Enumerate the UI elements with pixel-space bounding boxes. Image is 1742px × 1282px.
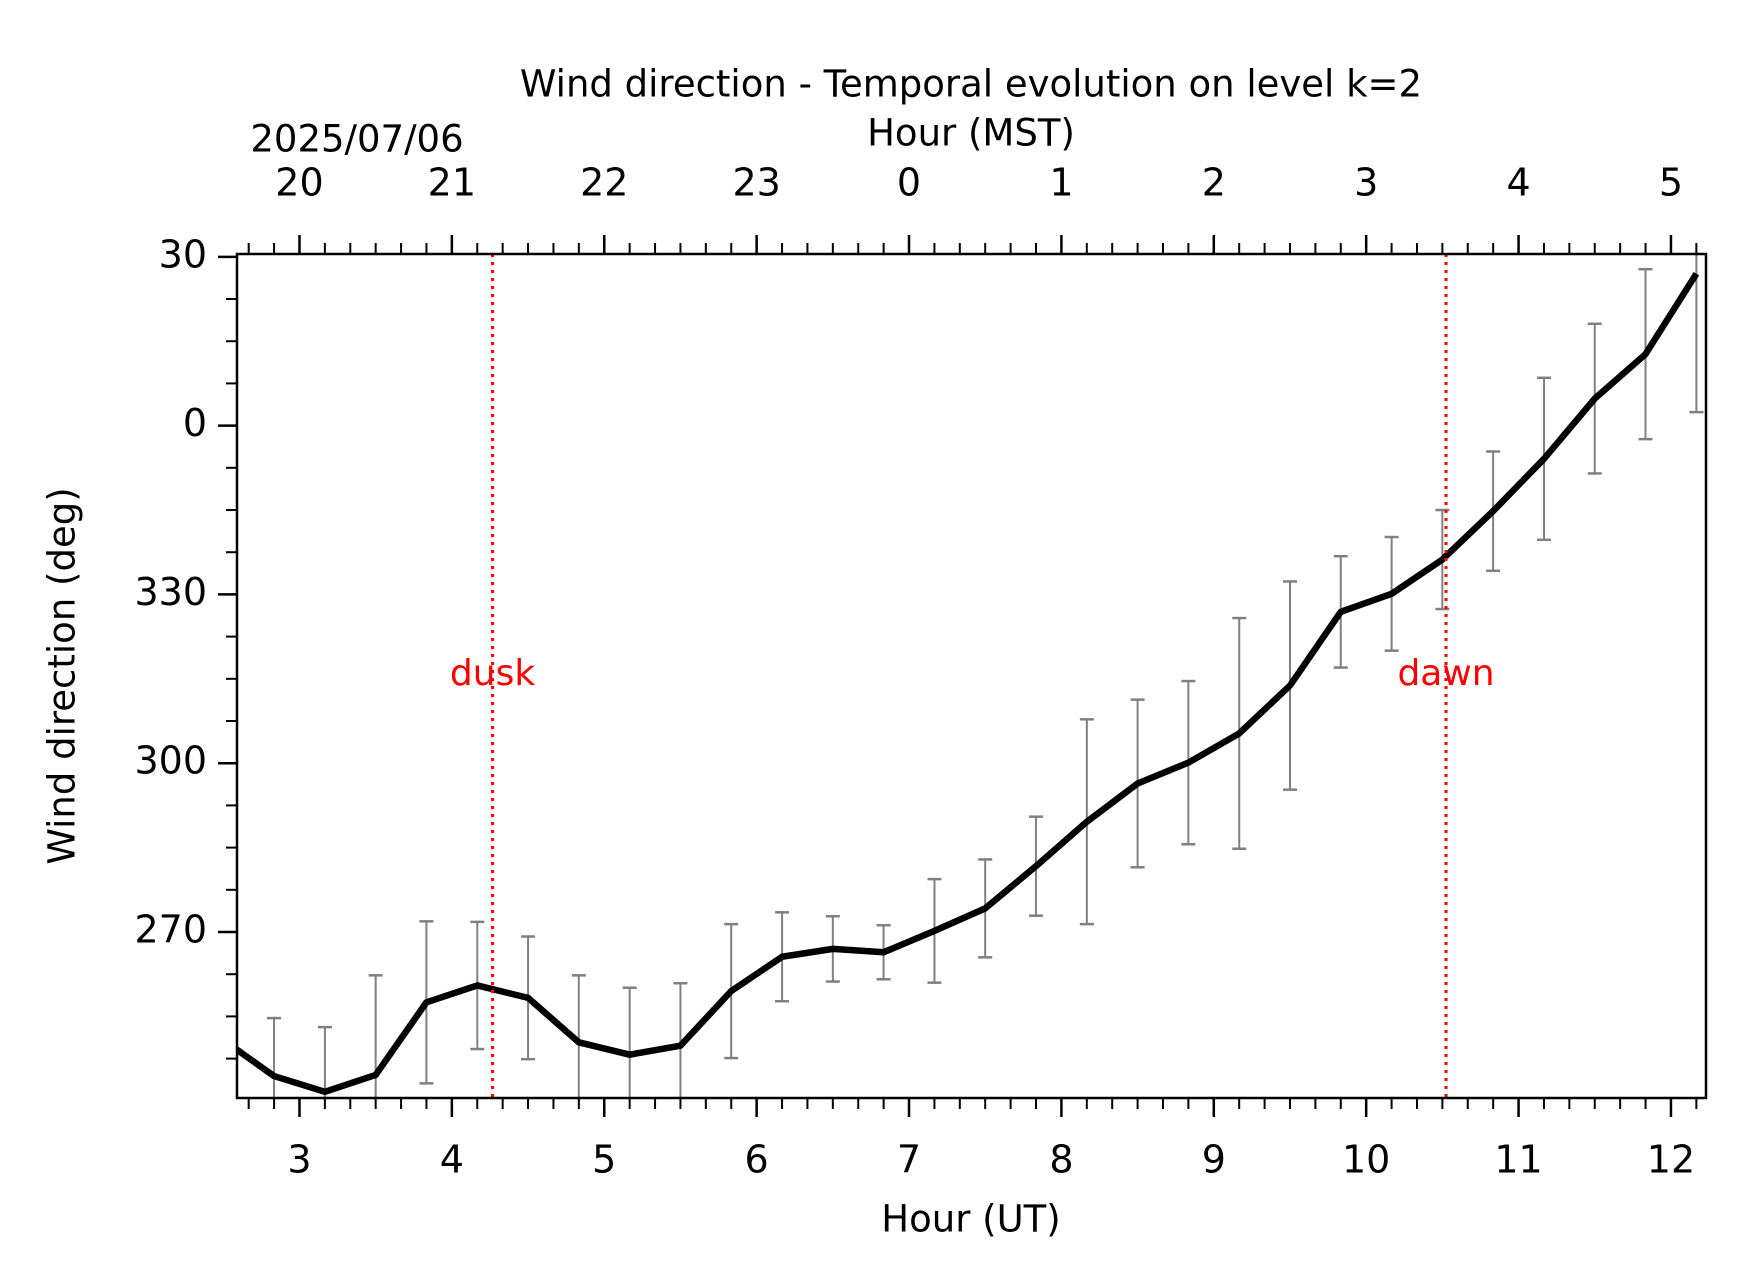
y-axis-label: Wind direction (deg): [41, 487, 84, 864]
x2-tick-label: 5: [1659, 161, 1683, 205]
x2-tick-label: 0: [897, 161, 921, 205]
plot-frame: [235, 252, 1708, 1100]
x2-tick-label: 1: [1049, 161, 1073, 205]
x2-axis-label: Hour (MST): [867, 112, 1075, 155]
x-tick-label: 5: [592, 1138, 616, 1182]
annotation-label: dawn: [1397, 653, 1494, 694]
y-tick-label: 0: [183, 401, 207, 445]
x2-tick-label: 4: [1506, 161, 1530, 205]
x2-tick-label: 20: [275, 161, 323, 205]
x2-tick-label: 21: [428, 161, 476, 205]
x2-tick-label: 22: [580, 161, 628, 205]
date-label: 2025/07/06: [250, 118, 463, 161]
x2-tick-label: 3: [1354, 161, 1378, 205]
chart-title: Wind direction - Temporal evolution on l…: [520, 63, 1422, 106]
x2-tick-label: 23: [732, 161, 780, 205]
x-axis-label: Hour (UT): [881, 1198, 1060, 1241]
y-tick-label: 270: [134, 908, 207, 952]
x-tick-label: 4: [440, 1138, 464, 1182]
x-tick-label: 8: [1049, 1138, 1073, 1182]
y-tick-label: 30: [159, 232, 207, 276]
x-tick-label: 11: [1494, 1138, 1542, 1182]
x-tick-label: 10: [1342, 1138, 1390, 1182]
x-tick-label: 9: [1202, 1138, 1226, 1182]
x-tick-label: 6: [745, 1138, 769, 1182]
x-tick-label: 12: [1647, 1138, 1695, 1182]
annotation-label: dusk: [450, 653, 535, 694]
data-line: [237, 271, 1700, 1096]
plot-area: [237, 254, 1704, 1098]
y-tick-label: 330: [134, 570, 207, 614]
x-tick-label: 7: [897, 1138, 921, 1182]
x-tick-label: 3: [287, 1138, 311, 1182]
y-tick-label: 300: [134, 739, 207, 783]
x2-tick-label: 2: [1202, 161, 1226, 205]
